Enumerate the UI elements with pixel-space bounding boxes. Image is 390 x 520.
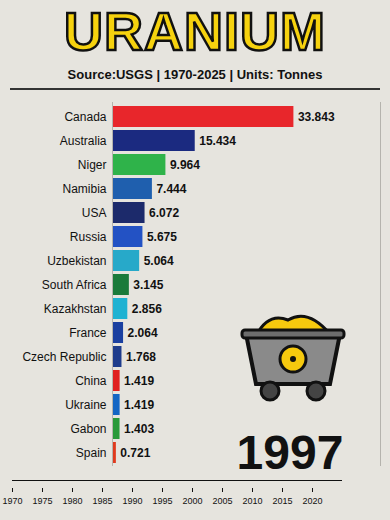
svg-text:Uzbekistan: Uzbekistan: [47, 254, 106, 268]
svg-text:33.843: 33.843: [298, 110, 335, 124]
svg-text:China: China: [75, 374, 107, 388]
svg-text:1.403: 1.403: [124, 422, 154, 436]
svg-text:Canada: Canada: [64, 110, 106, 124]
svg-text:6.072: 6.072: [149, 206, 179, 220]
svg-text:1980: 1980: [62, 496, 82, 506]
svg-text:9.964: 9.964: [170, 158, 200, 172]
svg-text:Kazakhstan: Kazakhstan: [44, 302, 107, 316]
svg-text:5.064: 5.064: [144, 254, 174, 268]
svg-text:2010: 2010: [242, 496, 262, 506]
svg-text:1995: 1995: [152, 496, 172, 506]
svg-text:2.856: 2.856: [132, 302, 162, 316]
svg-text:1.419: 1.419: [124, 374, 154, 388]
svg-text:3.145: 3.145: [133, 278, 163, 292]
svg-text:Niger: Niger: [78, 158, 107, 172]
svg-text:7.444: 7.444: [156, 182, 186, 196]
svg-text:1985: 1985: [92, 496, 112, 506]
svg-text:Spain: Spain: [76, 446, 107, 460]
svg-text:1.419: 1.419: [124, 398, 154, 412]
svg-text:South Africa: South Africa: [42, 278, 107, 292]
svg-text:2.064: 2.064: [128, 326, 158, 340]
svg-text:USA: USA: [82, 206, 107, 220]
svg-text:0.721: 0.721: [120, 446, 150, 460]
html-text:URANIUM: URANIUM: [64, 1, 326, 61]
svg-text:1.768: 1.768: [126, 350, 156, 364]
svg-text:1990: 1990: [122, 496, 142, 506]
svg-text:Russia: Russia: [70, 230, 107, 244]
svg-text:1975: 1975: [32, 496, 52, 506]
svg-text:Namibia: Namibia: [62, 182, 106, 196]
svg-text:France: France: [69, 326, 107, 340]
svg-text:15.434: 15.434: [199, 134, 236, 148]
svg-text:2000: 2000: [182, 496, 202, 506]
svg-text:2005: 2005: [212, 496, 232, 506]
svg-text:Australia: Australia: [60, 134, 107, 148]
svg-text:Ukraine: Ukraine: [65, 398, 107, 412]
html-text:1997: 1997: [236, 426, 344, 479]
svg-text:2015: 2015: [272, 496, 292, 506]
html-text:Source:USGS | 1970-2025 | Unit: Source:USGS | 1970-2025 | Units: Tonnes: [67, 67, 323, 82]
svg-text:Czech Republic: Czech Republic: [22, 350, 106, 364]
svg-text:5.675: 5.675: [147, 230, 177, 244]
svg-text:2020: 2020: [302, 496, 322, 506]
svg-text:1970: 1970: [2, 496, 22, 506]
svg-text:Gabon: Gabon: [70, 422, 106, 436]
